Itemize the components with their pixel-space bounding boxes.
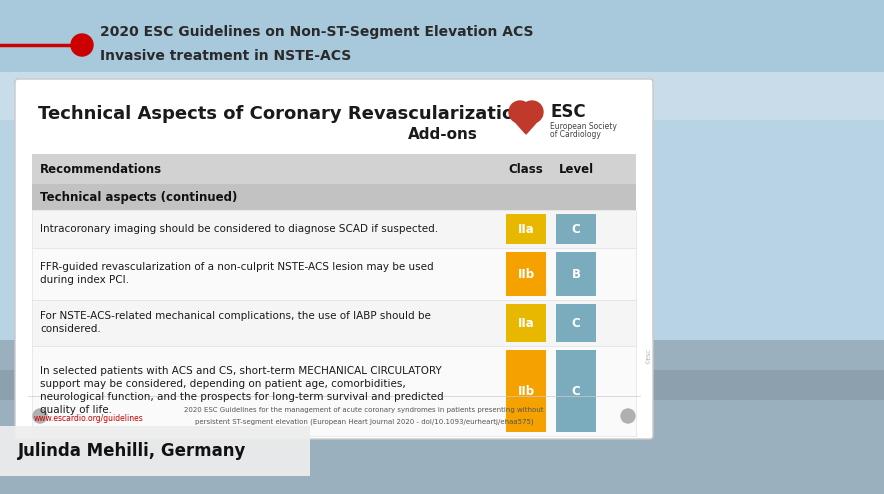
Text: C: C <box>572 384 581 398</box>
Circle shape <box>621 409 635 423</box>
Bar <box>32 346 636 436</box>
Bar <box>506 304 546 342</box>
Text: IIa: IIa <box>518 317 534 329</box>
Bar <box>556 252 596 296</box>
Bar <box>556 350 596 432</box>
Bar <box>556 304 596 342</box>
Text: 2020 ESC Guidelines for the management of acute coronary syndromes in patients p: 2020 ESC Guidelines for the management o… <box>184 407 544 413</box>
Polygon shape <box>510 116 542 134</box>
Text: Technical Aspects of Coronary Revascularization: Technical Aspects of Coronary Revascular… <box>38 105 527 123</box>
Bar <box>32 154 636 184</box>
Bar <box>32 210 636 248</box>
Circle shape <box>509 101 531 123</box>
Text: Level: Level <box>559 163 593 175</box>
Text: 2020 ESC Guidelines on Non-ST-Segment Elevation ACS: 2020 ESC Guidelines on Non-ST-Segment El… <box>100 25 534 39</box>
Circle shape <box>71 34 93 56</box>
Bar <box>506 214 546 244</box>
Bar <box>32 184 636 210</box>
Text: ©ESC: ©ESC <box>646 348 651 364</box>
Text: of Cardiology: of Cardiology <box>550 129 601 138</box>
Bar <box>0 0 884 72</box>
Text: during index PCI.: during index PCI. <box>40 275 129 285</box>
Bar <box>506 252 546 296</box>
Bar <box>0 0 884 120</box>
Text: B: B <box>571 267 581 281</box>
Bar <box>0 340 884 494</box>
Text: IIa: IIa <box>518 222 534 236</box>
Bar <box>32 300 636 346</box>
Text: Invasive treatment in NSTE-ACS: Invasive treatment in NSTE-ACS <box>100 49 351 63</box>
Text: Intracoronary imaging should be considered to diagnose SCAD if suspected.: Intracoronary imaging should be consider… <box>40 224 438 234</box>
Text: Class: Class <box>508 163 544 175</box>
Text: persistent ST-segment elevation (European Heart Journal 2020 - doi/10.1093/eurhe: persistent ST-segment elevation (Europea… <box>194 419 533 425</box>
Text: Add-ons: Add-ons <box>408 126 478 141</box>
Text: IIb: IIb <box>517 384 535 398</box>
Bar <box>506 350 546 432</box>
Text: European Society: European Society <box>550 122 617 130</box>
Text: FFR-guided revascularization of a non-culprit NSTE-ACS lesion may be used: FFR-guided revascularization of a non-cu… <box>40 262 434 272</box>
Text: In selected patients with ACS and CS, short-term MECHANICAL CIRCULATORY: In selected patients with ACS and CS, sh… <box>40 366 442 376</box>
Circle shape <box>33 409 47 423</box>
Bar <box>0 426 310 476</box>
Text: C: C <box>572 317 581 329</box>
Text: C: C <box>572 222 581 236</box>
Bar <box>32 248 636 300</box>
Circle shape <box>521 101 543 123</box>
Text: Technical aspects (continued): Technical aspects (continued) <box>40 191 238 204</box>
Text: www.escardio.org/guidelines: www.escardio.org/guidelines <box>34 413 144 422</box>
Bar <box>556 214 596 244</box>
Text: considered.: considered. <box>40 324 101 334</box>
Text: neurological function, and the prospects for long-term survival and predicted: neurological function, and the prospects… <box>40 392 444 402</box>
Text: support may be considered, depending on patient age, comorbidities,: support may be considered, depending on … <box>40 379 406 389</box>
Text: ESC: ESC <box>550 103 585 121</box>
Bar <box>0 370 884 400</box>
Text: quality of life.: quality of life. <box>40 405 112 415</box>
Text: Recommendations: Recommendations <box>40 163 162 175</box>
Text: For NSTE-ACS-related mechanical complications, the use of IABP should be: For NSTE-ACS-related mechanical complica… <box>40 311 431 321</box>
FancyBboxPatch shape <box>15 79 653 439</box>
Text: Julinda Mehilli, Germany: Julinda Mehilli, Germany <box>18 442 247 460</box>
Text: IIb: IIb <box>517 267 535 281</box>
